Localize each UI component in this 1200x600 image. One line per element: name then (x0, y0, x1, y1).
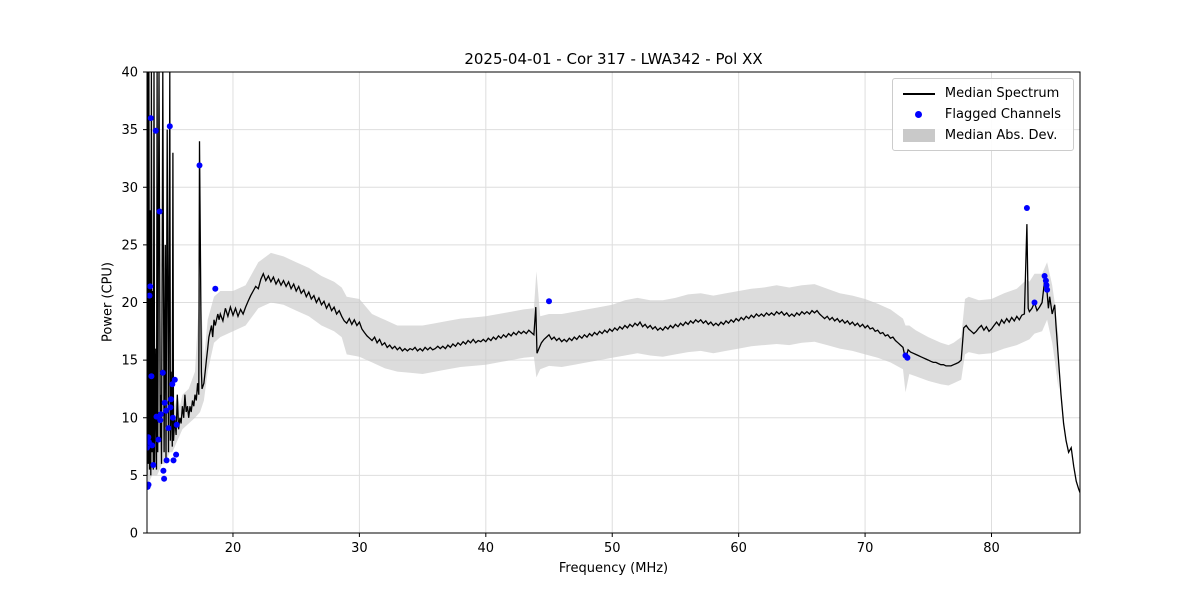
svg-text:60: 60 (730, 541, 747, 556)
svg-text:30: 30 (351, 541, 368, 556)
flagged-channels-dot-swatch (903, 108, 935, 122)
svg-text:40: 40 (478, 541, 495, 556)
svg-text:25: 25 (121, 238, 138, 253)
x-axis-label: Frequency (MHz) (558, 561, 669, 576)
svg-text:50: 50 (604, 541, 621, 556)
svg-text:70: 70 (857, 541, 874, 556)
svg-text:15: 15 (121, 354, 138, 369)
svg-text:0: 0 (130, 527, 138, 542)
svg-text:20: 20 (121, 296, 138, 311)
legend-label: Median Spectrum (944, 86, 1060, 101)
legend: Median Spectrum Flagged Channels Median … (891, 78, 1074, 151)
svg-text:5: 5 (130, 469, 138, 484)
y-axis-label: Power (CPU) (100, 261, 116, 343)
svg-text:20: 20 (225, 541, 242, 556)
median-abs-dev-patch-swatch (902, 129, 935, 143)
chart-title: 2025-04-01 - Cor 317 - LWA342 - Pol XX (464, 50, 763, 68)
legend-item-median-spectrum: Median Spectrum (902, 86, 1061, 101)
legend-label: Flagged Channels (944, 107, 1061, 122)
legend-label: Median Abs. Dev. (944, 128, 1058, 143)
median-spectrum-line-swatch (902, 87, 935, 101)
svg-text:10: 10 (121, 411, 138, 426)
legend-item-flagged-channels: Flagged Channels (903, 107, 1061, 122)
svg-text:30: 30 (121, 181, 138, 196)
svg-text:35: 35 (121, 123, 138, 138)
svg-text:80: 80 (983, 541, 1000, 556)
legend-item-median-abs-dev: Median Abs. Dev. (902, 128, 1061, 143)
svg-text:40: 40 (121, 66, 138, 81)
